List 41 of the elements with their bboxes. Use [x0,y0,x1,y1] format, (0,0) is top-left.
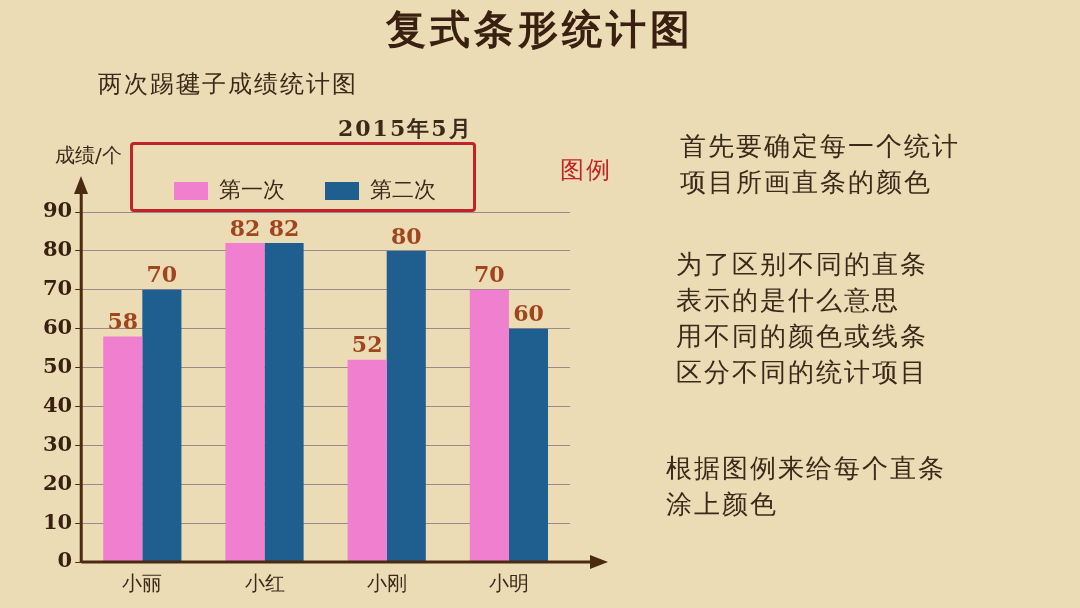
y-tick-label: 0 [57,547,73,573]
text: 为了区别不同的直条表示的是什么意思 [676,248,929,317]
chart-title: 复式条形统计图 [385,4,695,54]
y-tick-label: 50 [42,353,73,379]
bar [386,250,426,562]
y-tick-label: 30 [42,430,73,456]
text: 根据图例来给每个直条涂上颜色 [666,452,947,521]
bar [225,243,265,562]
x-tick-label: 小刚 [366,571,407,596]
data-label: 58 [107,308,139,335]
y-tick-label: 60 [42,314,73,340]
y-tick-label: 10 [42,508,73,534]
data-label: 70 [146,261,178,288]
data-label: 70 [474,261,505,288]
y-tick-label: 70 [42,275,73,301]
bar [347,359,387,562]
text: 用不同的颜色或线条区分不同的统计项目 [676,320,929,389]
legend-label: 第二次 [370,176,436,202]
text: 2015年5月 [338,114,473,143]
data-label: 82 [229,214,261,241]
y-axis-title: 成绩/个 [55,142,122,169]
text: 首先要确定每一个统计项目所画直条的颜色 [680,130,961,199]
x-tick-label: 小红 [244,571,285,596]
x-tick-label: 小丽 [122,571,163,596]
bar [469,289,509,562]
data-label: 52 [351,331,383,358]
y-tick-label: 40 [42,391,73,417]
bar [508,328,549,562]
bar [264,243,304,562]
chart-subtitle: 两次踢毽子成绩统计图 [98,69,358,100]
legend-label: 第一次 [219,176,285,202]
bar [142,289,182,562]
data-label: 60 [513,300,544,327]
data-label: 80 [390,222,422,249]
bar [103,336,143,562]
data-label: 82 [268,214,300,241]
y-tick-label: 20 [42,469,73,495]
y-tick-label: 90 [42,197,73,223]
x-tick-label: 小明 [488,571,529,596]
text: 图例 [560,155,612,186]
y-tick-label: 80 [42,236,73,262]
